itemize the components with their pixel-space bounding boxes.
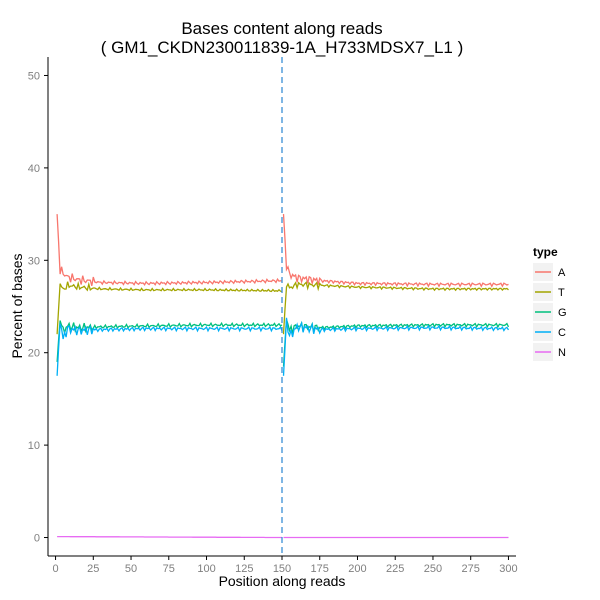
- y-tick-label: 40: [28, 163, 40, 175]
- y-axis-ticks: 0 10 20 30 40 50: [28, 70, 48, 544]
- series-line-A: [57, 214, 508, 286]
- x-tick-label: 250: [424, 563, 442, 575]
- legend-label-G: G: [558, 307, 567, 319]
- legend-label-A: A: [558, 267, 566, 279]
- x-tick-label: 300: [499, 563, 517, 575]
- chart-title-line1: Bases content along reads: [181, 19, 382, 38]
- x-axis-title: Position along reads: [219, 573, 346, 589]
- y-tick-label: 0: [34, 533, 40, 545]
- y-tick-label: 30: [28, 255, 40, 267]
- y-tick-label: 20: [28, 348, 40, 360]
- legend-label-T: T: [558, 287, 565, 299]
- x-tick-label: 0: [52, 563, 58, 575]
- series-line-G: [57, 319, 508, 366]
- x-tick-label: 50: [125, 563, 137, 575]
- x-tick-label: 225: [386, 563, 404, 575]
- y-tick-label: 10: [28, 440, 40, 452]
- x-tick-label: 200: [348, 563, 366, 575]
- legend-label-C: C: [558, 327, 566, 339]
- x-tick-label: 275: [462, 563, 480, 575]
- x-tick-label: 100: [197, 563, 215, 575]
- legend-label-N: N: [558, 347, 566, 359]
- plot-area: [57, 57, 508, 556]
- y-tick-label: 50: [28, 70, 40, 82]
- legend-title: type: [533, 245, 558, 259]
- x-tick-label: 25: [87, 563, 99, 575]
- y-axis-title: Percent of bases: [9, 253, 25, 358]
- series-line-N: [57, 537, 508, 538]
- chart-title-line2: ( GM1_CKDN230011839-1A_H733MDSX7_L1 ): [101, 38, 464, 57]
- x-tick-label: 75: [163, 563, 175, 575]
